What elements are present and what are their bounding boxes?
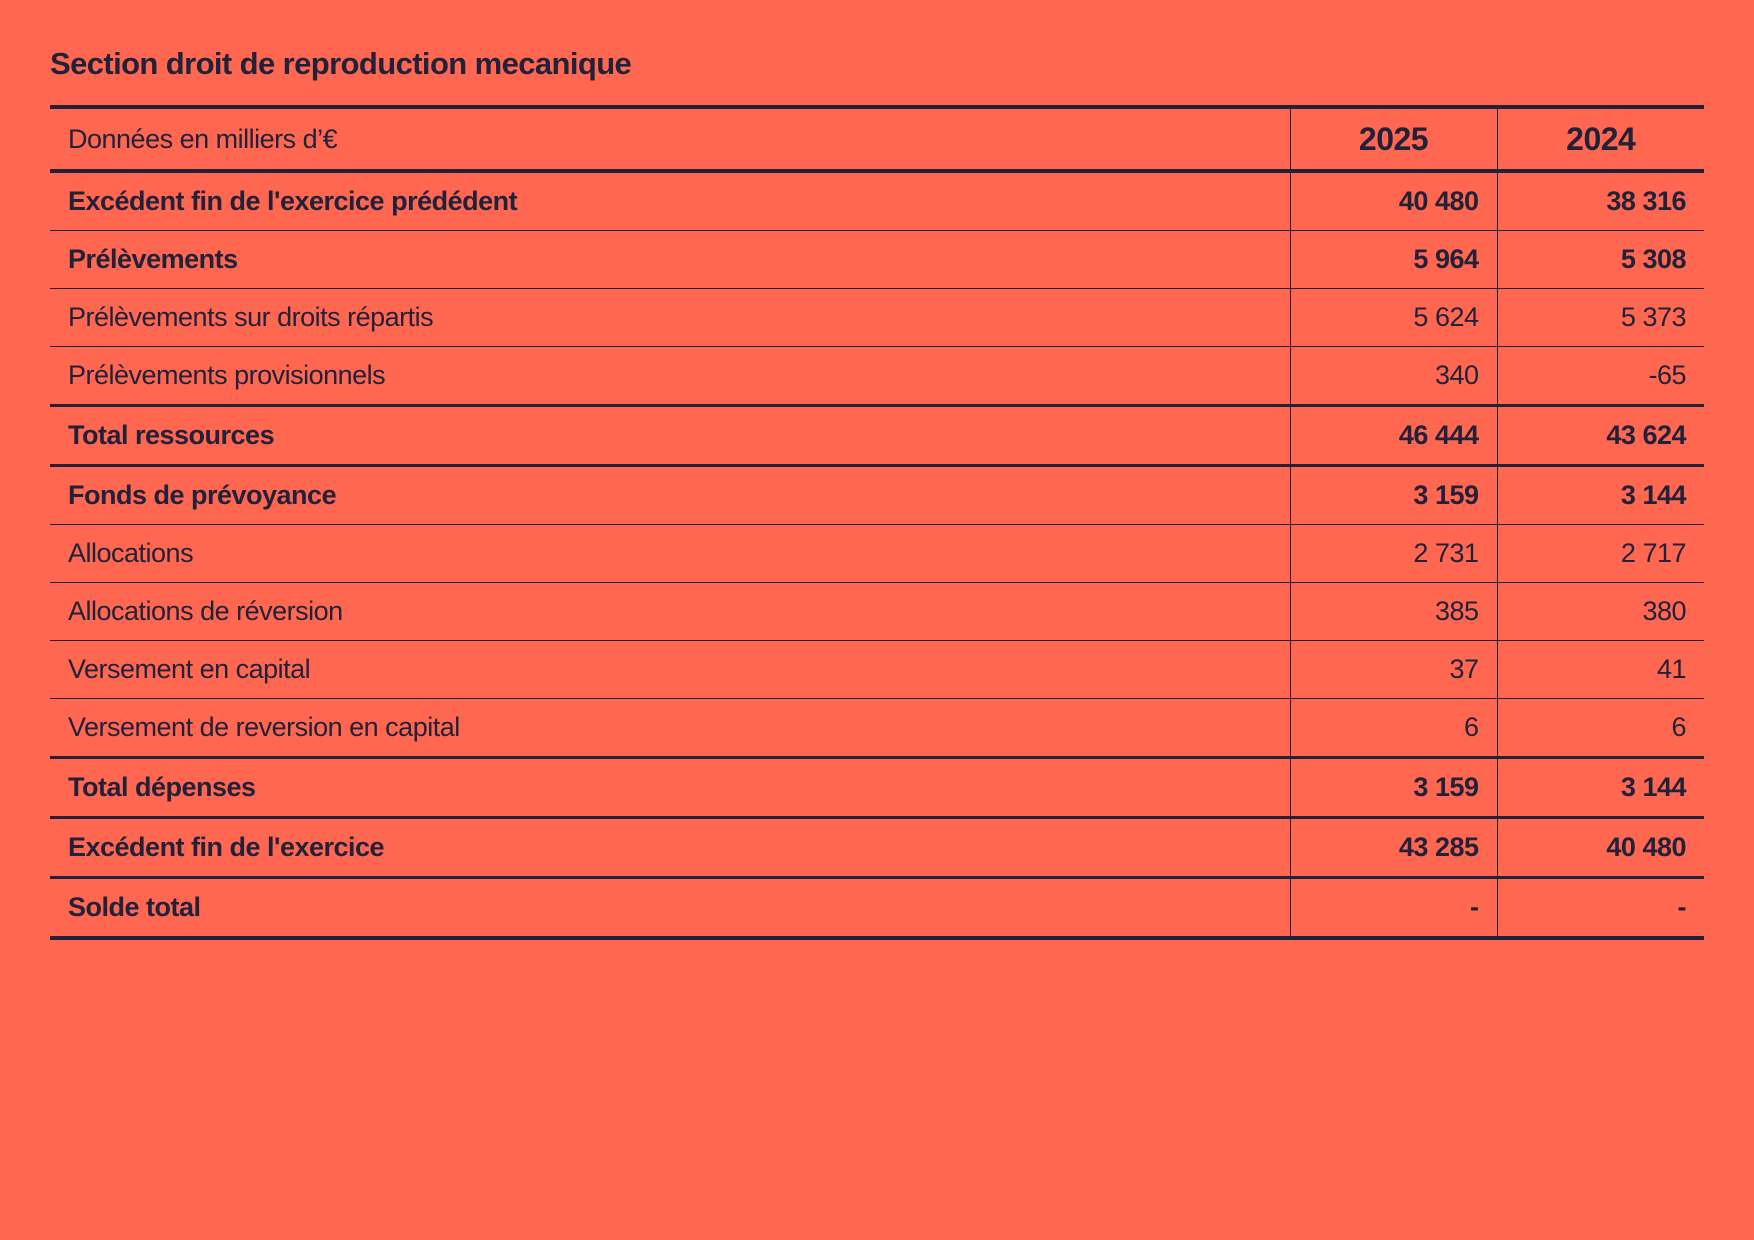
- value-2024: -65: [1496, 346, 1704, 407]
- value-2024: 3 144: [1496, 465, 1704, 525]
- value-2024: 38 316: [1496, 171, 1704, 231]
- table-row: Fonds de prévoyance 3 159 3 144: [50, 465, 1704, 525]
- row-label: Versement en capital: [50, 640, 1290, 699]
- table-row-total-depenses: Total dépenses 3 159 3 144: [50, 757, 1704, 819]
- value-2024: 43 624: [1496, 405, 1704, 467]
- report-page: Section droit de reproduction mecanique …: [50, 44, 1704, 940]
- value-2024: 40 480: [1496, 817, 1704, 879]
- row-label: Excédent fin de l'exercice prédédent: [50, 171, 1290, 231]
- value-2024: 380: [1496, 582, 1704, 641]
- table-row-total-ressources: Total ressources 46 444 43 624: [50, 405, 1704, 467]
- value-2024: 2 717: [1496, 524, 1704, 583]
- table-row: Allocations de réversion 385 380: [50, 582, 1704, 641]
- value-2025: 37: [1289, 640, 1497, 699]
- value-2025: 5 964: [1289, 230, 1497, 289]
- table-row: Prélèvements sur droits répartis 5 624 5…: [50, 288, 1704, 347]
- table-row: Versement en capital 37 41: [50, 640, 1704, 699]
- value-2024: 5 308: [1496, 230, 1704, 289]
- row-label: Excédent fin de l'exercice: [50, 817, 1290, 879]
- row-label: Solde total: [50, 877, 1290, 940]
- value-2024: 5 373: [1496, 288, 1704, 347]
- row-label: Prélèvements: [50, 230, 1290, 289]
- column-header-label: Données en milliers d’€: [50, 105, 1290, 173]
- value-2025: 5 624: [1289, 288, 1497, 347]
- value-2025: 385: [1289, 582, 1497, 641]
- value-2025: 46 444: [1289, 405, 1497, 467]
- table-row: Prélèvements provisionnels 340 -65: [50, 346, 1704, 407]
- value-2024: 41: [1496, 640, 1704, 699]
- table-row-excedent: Excédent fin de l'exercice 43 285 40 480: [50, 817, 1704, 879]
- value-2025: 3 159: [1289, 757, 1497, 819]
- table-row: Prélèvements 5 964 5 308: [50, 230, 1704, 289]
- value-2024: 6: [1496, 698, 1704, 759]
- row-label: Fonds de prévoyance: [50, 465, 1290, 525]
- value-2025: 43 285: [1289, 817, 1497, 879]
- column-header-2024: 2024: [1496, 105, 1704, 173]
- table-row: Versement de reversion en capital 6 6: [50, 698, 1704, 759]
- value-2025: 3 159: [1289, 465, 1497, 525]
- table-row: Excédent fin de l'exercice prédédent 40 …: [50, 171, 1704, 231]
- row-label: Prélèvements provisionnels: [50, 346, 1290, 407]
- section-title: Section droit de reproduction mecanique: [50, 46, 632, 81]
- table-row: Allocations 2 731 2 717: [50, 524, 1704, 583]
- row-label: Total dépenses: [50, 757, 1290, 819]
- row-label: Allocations de réversion: [50, 582, 1290, 641]
- column-header-2025: 2025: [1289, 105, 1497, 173]
- value-2025: -: [1289, 877, 1497, 940]
- value-2025: 2 731: [1289, 524, 1497, 583]
- value-2024: 3 144: [1496, 757, 1704, 819]
- row-label: Allocations: [50, 524, 1290, 583]
- table-row-solde-total: Solde total - -: [50, 877, 1704, 940]
- row-label: Versement de reversion en capital: [50, 698, 1290, 759]
- value-2025: 6: [1289, 698, 1497, 759]
- value-2024: -: [1496, 877, 1704, 940]
- row-label: Prélèvements sur droits répartis: [50, 288, 1290, 347]
- row-label: Total ressources: [50, 405, 1290, 467]
- value-2025: 40 480: [1289, 171, 1497, 231]
- table-header-row: Données en milliers d’€ 2025 2024: [50, 105, 1704, 173]
- financial-table: Données en milliers d’€ 2025 2024 Excéde…: [50, 105, 1704, 940]
- value-2025: 340: [1289, 346, 1497, 407]
